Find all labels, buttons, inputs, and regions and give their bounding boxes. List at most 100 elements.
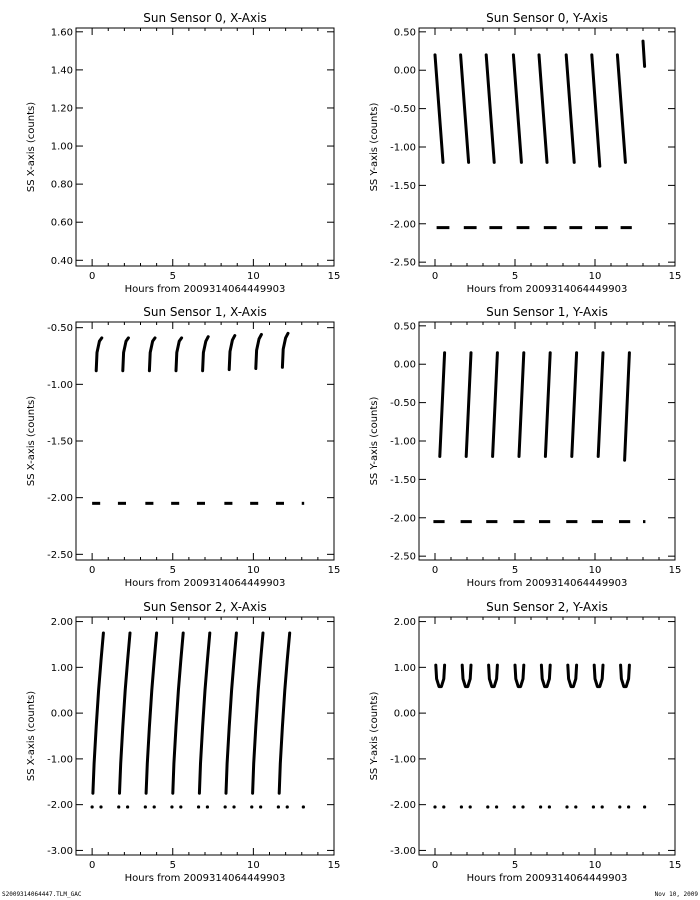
- data-point: [250, 805, 254, 809]
- x-tick-label: 10: [247, 860, 260, 871]
- data-point: [591, 805, 596, 809]
- data-point: [285, 805, 289, 809]
- data-point: [276, 805, 280, 809]
- y-tick-label: 0.00: [394, 709, 416, 720]
- y-tick-label: 0.00: [51, 709, 73, 720]
- data-trace: [224, 631, 238, 795]
- data-point: [259, 805, 263, 809]
- y-tick-label: 0.40: [51, 256, 73, 267]
- data-trace: [487, 663, 499, 689]
- data-trace: [201, 335, 210, 373]
- data-trace: [484, 53, 496, 164]
- x-tick-label: 5: [512, 860, 518, 871]
- data-point: [232, 805, 236, 809]
- x-axis-label: Hours from 2009314064449903: [467, 284, 628, 295]
- y-tick-label: 1.20: [51, 103, 73, 114]
- data-point: [196, 805, 201, 809]
- chart-title: Sun Sensor 2, Y-Axis: [486, 600, 608, 614]
- y-tick-label: -1.00: [390, 754, 416, 765]
- data-point: [99, 805, 103, 809]
- y-tick-label: 1.00: [51, 663, 73, 674]
- data-trace: [254, 333, 263, 370]
- x-tick-label: 10: [589, 860, 602, 871]
- y-tick-label: 0.50: [394, 321, 416, 332]
- x-tick-label: 15: [669, 860, 682, 871]
- y-axis-label: SS X-axis (counts): [26, 691, 37, 781]
- x-tick-label: 0: [432, 860, 438, 871]
- chart-title: Sun Sensor 1, Y-Axis: [486, 305, 608, 319]
- y-axis-label: SS Y-axis (counts): [369, 691, 380, 780]
- data-trace: [491, 351, 499, 458]
- x-tick-label: 10: [247, 271, 260, 282]
- y-tick-label: -1.00: [390, 437, 416, 448]
- data-point: [223, 805, 227, 809]
- y-tick-label: 1.60: [51, 27, 73, 38]
- data-trace: [91, 631, 105, 795]
- data-trace: [433, 53, 445, 164]
- y-tick-label: -0.50: [47, 323, 73, 334]
- x-axis-label: Hours from 2009314064449903: [125, 578, 286, 589]
- chart-3: Sun Sensor 1, Y-Axis 0 5 10 15 0.50 0.00 -0.50 -…: [369, 305, 681, 589]
- x-tick-label: 5: [512, 271, 518, 282]
- y-tick-label: -3.00: [390, 846, 416, 857]
- plot-frame: [75, 27, 335, 267]
- y-tick-label: -3.00: [47, 846, 73, 857]
- data-point: [495, 805, 499, 809]
- data-trace: [513, 663, 526, 689]
- chart-title: Sun Sensor 1, X-Axis: [143, 305, 266, 319]
- data-trace: [623, 351, 631, 462]
- chart-title: Sun Sensor 2, X-Axis: [143, 600, 266, 614]
- y-tick-label: -2.00: [390, 513, 416, 524]
- x-tick-label: 15: [328, 565, 341, 576]
- data-point: [442, 805, 446, 809]
- x-tick-label: 5: [170, 271, 176, 282]
- x-axis-label: Hours from 2009314064449903: [125, 873, 286, 884]
- y-tick-label: 0.60: [51, 218, 73, 229]
- y-tick-label: 0.00: [394, 66, 416, 77]
- data-point: [459, 805, 463, 809]
- x-tick-label: 10: [589, 271, 602, 282]
- y-tick-label: -2.00: [47, 493, 73, 504]
- data-point: [643, 805, 647, 809]
- data-trace: [251, 631, 265, 795]
- data-point: [170, 805, 174, 809]
- data-trace: [227, 334, 237, 372]
- y-tick-label: 0.50: [394, 27, 416, 38]
- chart-5: Sun Sensor 2, Y-Axis 0 5 10 15 2.00 1.00 0.00 -1…: [369, 600, 681, 884]
- chart-1: Sun Sensor 0, Y-Axis 0 5 10 15 0.50 0.00 -0.50 -…: [369, 11, 681, 295]
- y-axis-label: SS X-axis (counts): [26, 102, 37, 192]
- y-axis-label: SS Y-axis (counts): [369, 102, 380, 191]
- x-axis-label: Hours from 2009314064449903: [125, 284, 286, 295]
- data-point: [117, 805, 121, 809]
- chart-0: Sun Sensor 0, X-Axis 0 5 10 15 0.40 0.60 0.80 1.…: [26, 11, 340, 295]
- y-tick-label: -2.50: [47, 550, 73, 561]
- data-point: [539, 805, 543, 809]
- data-point: [126, 805, 130, 809]
- data-point: [301, 805, 305, 809]
- data-trace: [511, 53, 523, 164]
- y-tick-label: 1.40: [51, 65, 73, 76]
- y-tick-label: 1.00: [394, 663, 416, 674]
- data-point: [468, 805, 472, 809]
- chart-title: Sun Sensor 0, X-Axis: [143, 11, 266, 25]
- x-tick-label: 5: [170, 860, 176, 871]
- plot-frame: [75, 321, 335, 561]
- x-tick-label: 5: [170, 565, 176, 576]
- data-trace: [564, 53, 576, 164]
- data-trace: [464, 351, 473, 458]
- data-point: [618, 805, 622, 809]
- data-point: [512, 805, 516, 809]
- data-point: [90, 805, 94, 809]
- data-trace: [459, 53, 471, 164]
- data-trace: [566, 663, 579, 689]
- data-point: [179, 805, 183, 809]
- x-tick-label: 0: [89, 860, 95, 871]
- y-tick-label: -2.50: [390, 552, 416, 563]
- data-trace: [596, 351, 605, 458]
- data-trace: [460, 663, 473, 689]
- data-trace: [144, 631, 159, 795]
- chart-2: Sun Sensor 1, X-Axis 0 5 10 15 -0.50 -1.00 -1.5…: [26, 305, 340, 589]
- data-trace: [570, 351, 579, 458]
- x-tick-label: 15: [328, 271, 341, 282]
- data-trace: [539, 663, 552, 689]
